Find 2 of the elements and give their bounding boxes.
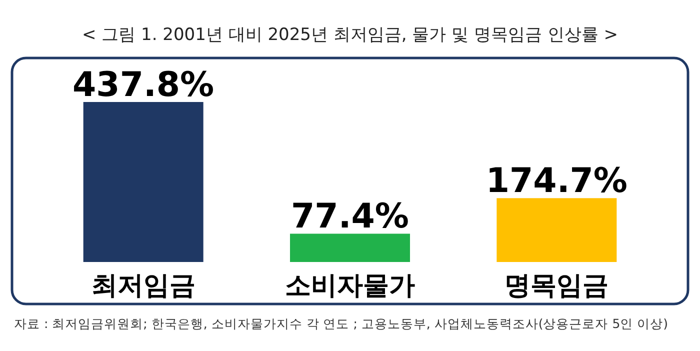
annotation: 자료 : 최저임금위원회; 한국은행, 소비자물가지수 각 연도 ; 고용노동부, 사업체노동력조사(상용근로자 5인 이상) — [14, 316, 668, 331]
title: < 그림 1. 2001년 대비 2025년 최저임금, 물가 및 명목임금 인상률 > — [82, 25, 618, 45]
